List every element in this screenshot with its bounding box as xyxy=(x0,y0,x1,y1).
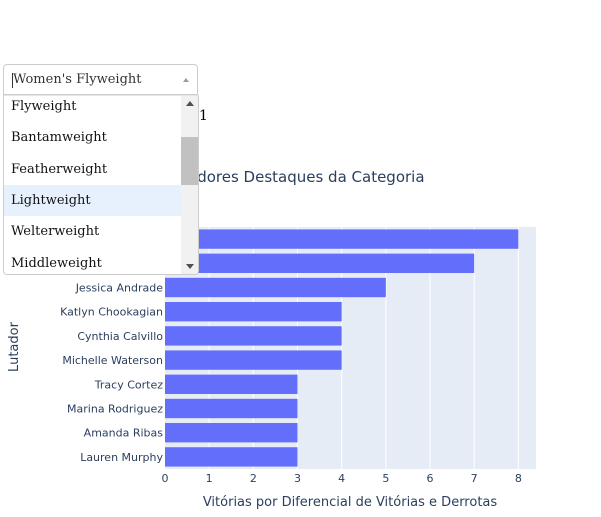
occluded-text-fragment: 1 xyxy=(199,108,208,124)
caret-up-icon[interactable] xyxy=(183,78,189,82)
y-tick-label: Tracy Cortez xyxy=(94,378,163,391)
bar[interactable] xyxy=(165,350,342,370)
scroll-thumb[interactable] xyxy=(181,137,198,185)
bar[interactable] xyxy=(165,229,519,249)
bars xyxy=(165,229,519,467)
y-tick-label: Jessica Andrade xyxy=(75,282,164,295)
dropdown-option[interactable]: Lightweight xyxy=(4,184,182,216)
bar[interactable] xyxy=(165,277,386,298)
weight-class-dropdown[interactable]: Women's Flyweight xyxy=(3,64,198,95)
y-tick-label: Cynthia Calvillo xyxy=(77,330,163,343)
y-tick-label: Amanda Ribas xyxy=(84,427,164,440)
x-axis-title: Vitórias por Diferencial de Vitórias e D… xyxy=(203,495,498,510)
x-tick-label: 6 xyxy=(427,472,434,485)
bar[interactable] xyxy=(165,374,298,394)
chart-title: adores Destaques da Categoria xyxy=(188,168,425,186)
dropdown-selected-value: Women's Flyweight xyxy=(13,72,142,87)
bar[interactable] xyxy=(165,326,342,346)
x-tick-labels: 0 1 2 3 4 5 6 7 8 xyxy=(162,472,522,485)
y-tick-label: Lauren Murphy xyxy=(80,451,163,464)
y-axis-title: Lutador xyxy=(7,321,22,372)
y-tick-labels: Jessica Andrade Katlyn Chookagian Cynthia … xyxy=(60,282,163,464)
y-tick-label: Marina Rodriguez xyxy=(67,403,163,416)
bar[interactable] xyxy=(165,447,298,467)
scroll-up-arrow-icon[interactable] xyxy=(186,101,194,106)
x-tick-label: 3 xyxy=(294,472,301,485)
text-cursor xyxy=(12,73,13,88)
x-tick-label: 8 xyxy=(515,472,522,485)
bar[interactable] xyxy=(165,423,298,443)
dropdown-option[interactable]: Bantamweight xyxy=(11,130,107,146)
y-tick-label: Katlyn Chookagian xyxy=(60,306,163,319)
bar[interactable] xyxy=(165,398,298,419)
bar[interactable] xyxy=(165,302,342,322)
dropdown-option[interactable]: Welterweight xyxy=(11,224,100,240)
dropdown-option[interactable]: Middleweight xyxy=(11,255,102,271)
dropdown-option[interactable]: Flyweight xyxy=(11,99,77,114)
dropdown-menu: Flyweight Bantamweight Featherweight Lightw… xyxy=(3,95,199,275)
bar[interactable] xyxy=(165,253,475,273)
dropdown-option[interactable]: Featherweight xyxy=(11,161,108,177)
x-tick-label: 2 xyxy=(250,472,257,485)
x-tick-label: 4 xyxy=(338,472,345,485)
scroll-down-arrow-icon[interactable] xyxy=(186,264,194,269)
x-tick-label: 1 xyxy=(206,472,213,485)
y-tick-label: Michelle Waterson xyxy=(62,354,163,367)
dropdown-scrollbar[interactable] xyxy=(181,96,198,274)
x-tick-label: 0 xyxy=(162,472,169,485)
x-tick-label: 5 xyxy=(382,472,389,485)
x-tick-label: 7 xyxy=(471,472,478,485)
